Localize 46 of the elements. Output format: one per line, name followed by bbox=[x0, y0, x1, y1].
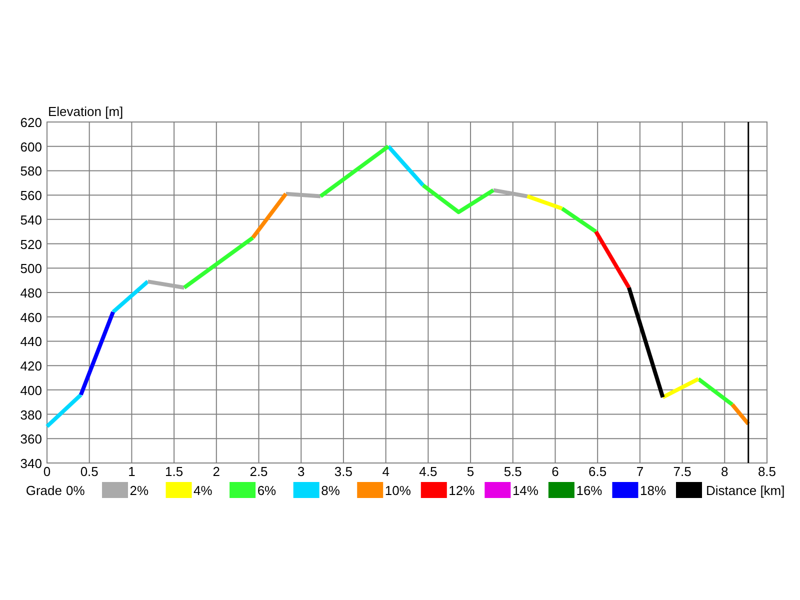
text: 0% bbox=[66, 483, 86, 498]
x-tick-label: 1 bbox=[128, 464, 136, 479]
x-tick-label: 2 bbox=[212, 464, 220, 479]
x-tick-label: 8 bbox=[721, 464, 728, 479]
y-tick-label: 360 bbox=[20, 432, 42, 447]
y-tick-label: 600 bbox=[20, 139, 42, 154]
y-tick-label: 420 bbox=[20, 358, 42, 374]
x-tick-label: 5.5 bbox=[504, 464, 522, 479]
text: 18% bbox=[640, 483, 666, 498]
text: 16% bbox=[576, 483, 603, 498]
text: 10% bbox=[384, 483, 412, 498]
y-tick-label: 560 bbox=[20, 188, 42, 204]
x-axis-title: Distance [km] bbox=[706, 483, 785, 498]
x-tick-label: 6 bbox=[552, 464, 559, 479]
y-tick-label: 620 bbox=[20, 115, 42, 130]
x-tick-label: 0 bbox=[43, 464, 51, 479]
text: 4% bbox=[194, 483, 213, 498]
y-tick-label: 580 bbox=[20, 164, 42, 179]
x-tick-label: 3.5 bbox=[334, 464, 353, 479]
text: 12% bbox=[448, 483, 476, 498]
x-tick-label: 0.5 bbox=[80, 464, 98, 479]
x-tick-label: 3 bbox=[298, 464, 305, 479]
text: 14% bbox=[512, 483, 539, 498]
y-tick-label: 440 bbox=[20, 334, 42, 350]
x-tick-label: 5 bbox=[466, 464, 474, 479]
y-tick-label: 380 bbox=[20, 407, 42, 422]
x-tick-label: 7.5 bbox=[673, 464, 692, 479]
y-tick-label: 480 bbox=[20, 286, 42, 300]
y-tick-label: 460 bbox=[20, 310, 42, 325]
y-tick-label: 340 bbox=[20, 456, 42, 471]
color-bar-title: Grade bbox=[26, 483, 62, 498]
text: 6% bbox=[257, 483, 277, 498]
x-tick-label: 4 bbox=[382, 464, 390, 479]
x-tick-label: 2.5 bbox=[250, 464, 268, 479]
y-tick-label: 500 bbox=[20, 261, 42, 276]
y-tick-label: 540 bbox=[20, 212, 42, 228]
text: 8% bbox=[321, 483, 340, 498]
x-tick-label: 4.5 bbox=[419, 464, 438, 479]
x-tick-label: 7 bbox=[636, 464, 644, 479]
y-tick-label: 520 bbox=[20, 236, 42, 252]
y-tick-label: 400 bbox=[20, 382, 42, 398]
x-tick-label: 1.5 bbox=[165, 464, 184, 479]
text: 2% bbox=[130, 483, 150, 498]
x-tick-label: 6.5 bbox=[588, 464, 607, 479]
x-tick-label: 8.5 bbox=[758, 464, 776, 479]
y-axis-title: Elevation [m] bbox=[48, 104, 124, 119]
